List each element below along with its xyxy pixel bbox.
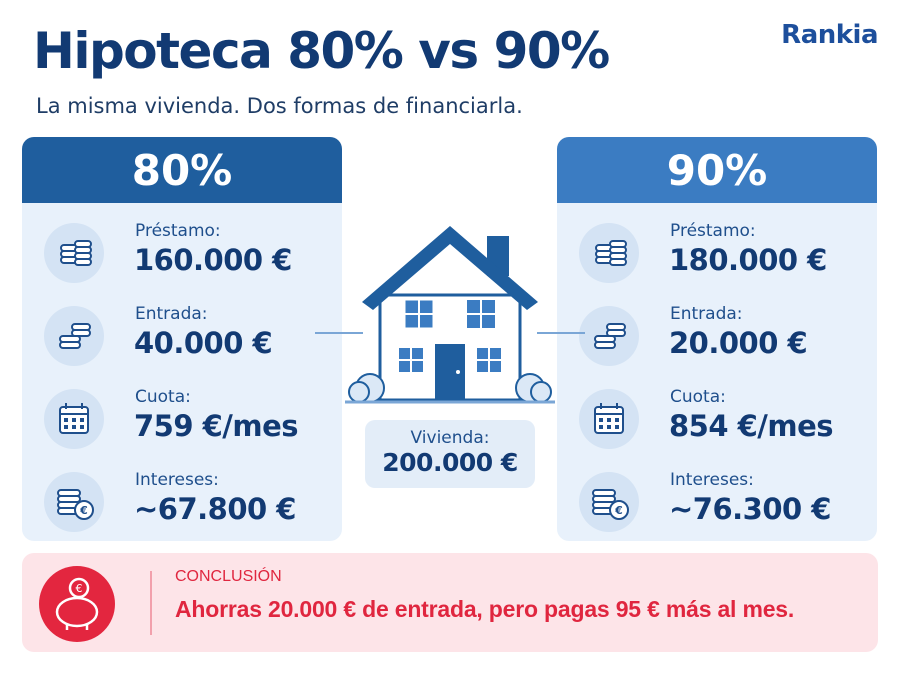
item-icon [579, 389, 639, 449]
house-value: 200.000 € [382, 448, 518, 477]
option-item: € Intereses: ~67.800 € [22, 462, 342, 541]
item-icon [44, 306, 104, 366]
item-label: Intereses: [670, 470, 754, 490]
item-label: Préstamo: [135, 221, 221, 241]
item-value: 854 €/mes [669, 409, 834, 443]
item-value: 180.000 € [669, 243, 827, 277]
conclusion-text: Ahorras 20.000 € de entrada, pero pagas … [175, 596, 795, 622]
item-value: 160.000 € [134, 243, 292, 277]
item-icon: € [44, 472, 104, 532]
title: Hipoteca 80% vs 90% [33, 22, 610, 80]
option-item: Cuota: 854 €/mes [557, 379, 877, 461]
item-label: Cuota: [670, 387, 726, 407]
item-label: Cuota: [135, 387, 191, 407]
item-value: 20.000 € [669, 326, 808, 360]
item-icon [44, 223, 104, 283]
svg-text:€: € [79, 504, 88, 517]
option-item: Préstamo: 160.000 € [22, 213, 342, 295]
item-value: ~67.800 € [134, 492, 296, 526]
option-item: Cuota: 759 €/mes [22, 379, 342, 461]
item-label: Préstamo: [670, 221, 756, 241]
option-header: 90% [557, 137, 877, 203]
item-label: Entrada: [670, 304, 743, 324]
option-panel: 90% Préstamo: 180.000 € Entrada: 20.000 € Cu… [557, 137, 877, 541]
option-item: Préstamo: 180.000 € [557, 213, 877, 295]
svg-text:€: € [614, 504, 623, 517]
item-icon [579, 223, 639, 283]
subtitle: La misma vivienda. Dos formas de financi… [36, 94, 523, 118]
item-icon [44, 389, 104, 449]
item-icon: € [579, 472, 639, 532]
item-value: 40.000 € [134, 326, 273, 360]
conclusion-label: CONCLUSIÓN [175, 568, 282, 585]
item-label: Entrada: [135, 304, 208, 324]
piggy-icon: € [39, 566, 115, 642]
house-label: Vivienda: [410, 428, 490, 448]
conclusion-box: € CONCLUSIÓN Ahorras 20.000 € de entrada… [22, 553, 878, 652]
item-value: ~76.300 € [669, 492, 831, 526]
house-illustration [315, 226, 585, 404]
brand-logo: Rankia [781, 20, 878, 50]
option-item: € Intereses: ~76.300 € [557, 462, 877, 541]
divider [150, 571, 152, 635]
svg-text:€: € [76, 582, 83, 595]
option-header: 80% [22, 137, 342, 203]
house-price: Vivienda: 200.000 € [365, 420, 535, 488]
option-item: Entrada: 20.000 € [557, 296, 877, 378]
item-icon [579, 306, 639, 366]
option-item: Entrada: 40.000 € [22, 296, 342, 378]
item-value: 759 €/mes [134, 409, 299, 443]
option-panel: 80% Préstamo: 160.000 € Entrada: 40.000 € Cu… [22, 137, 342, 541]
item-label: Intereses: [135, 470, 219, 490]
